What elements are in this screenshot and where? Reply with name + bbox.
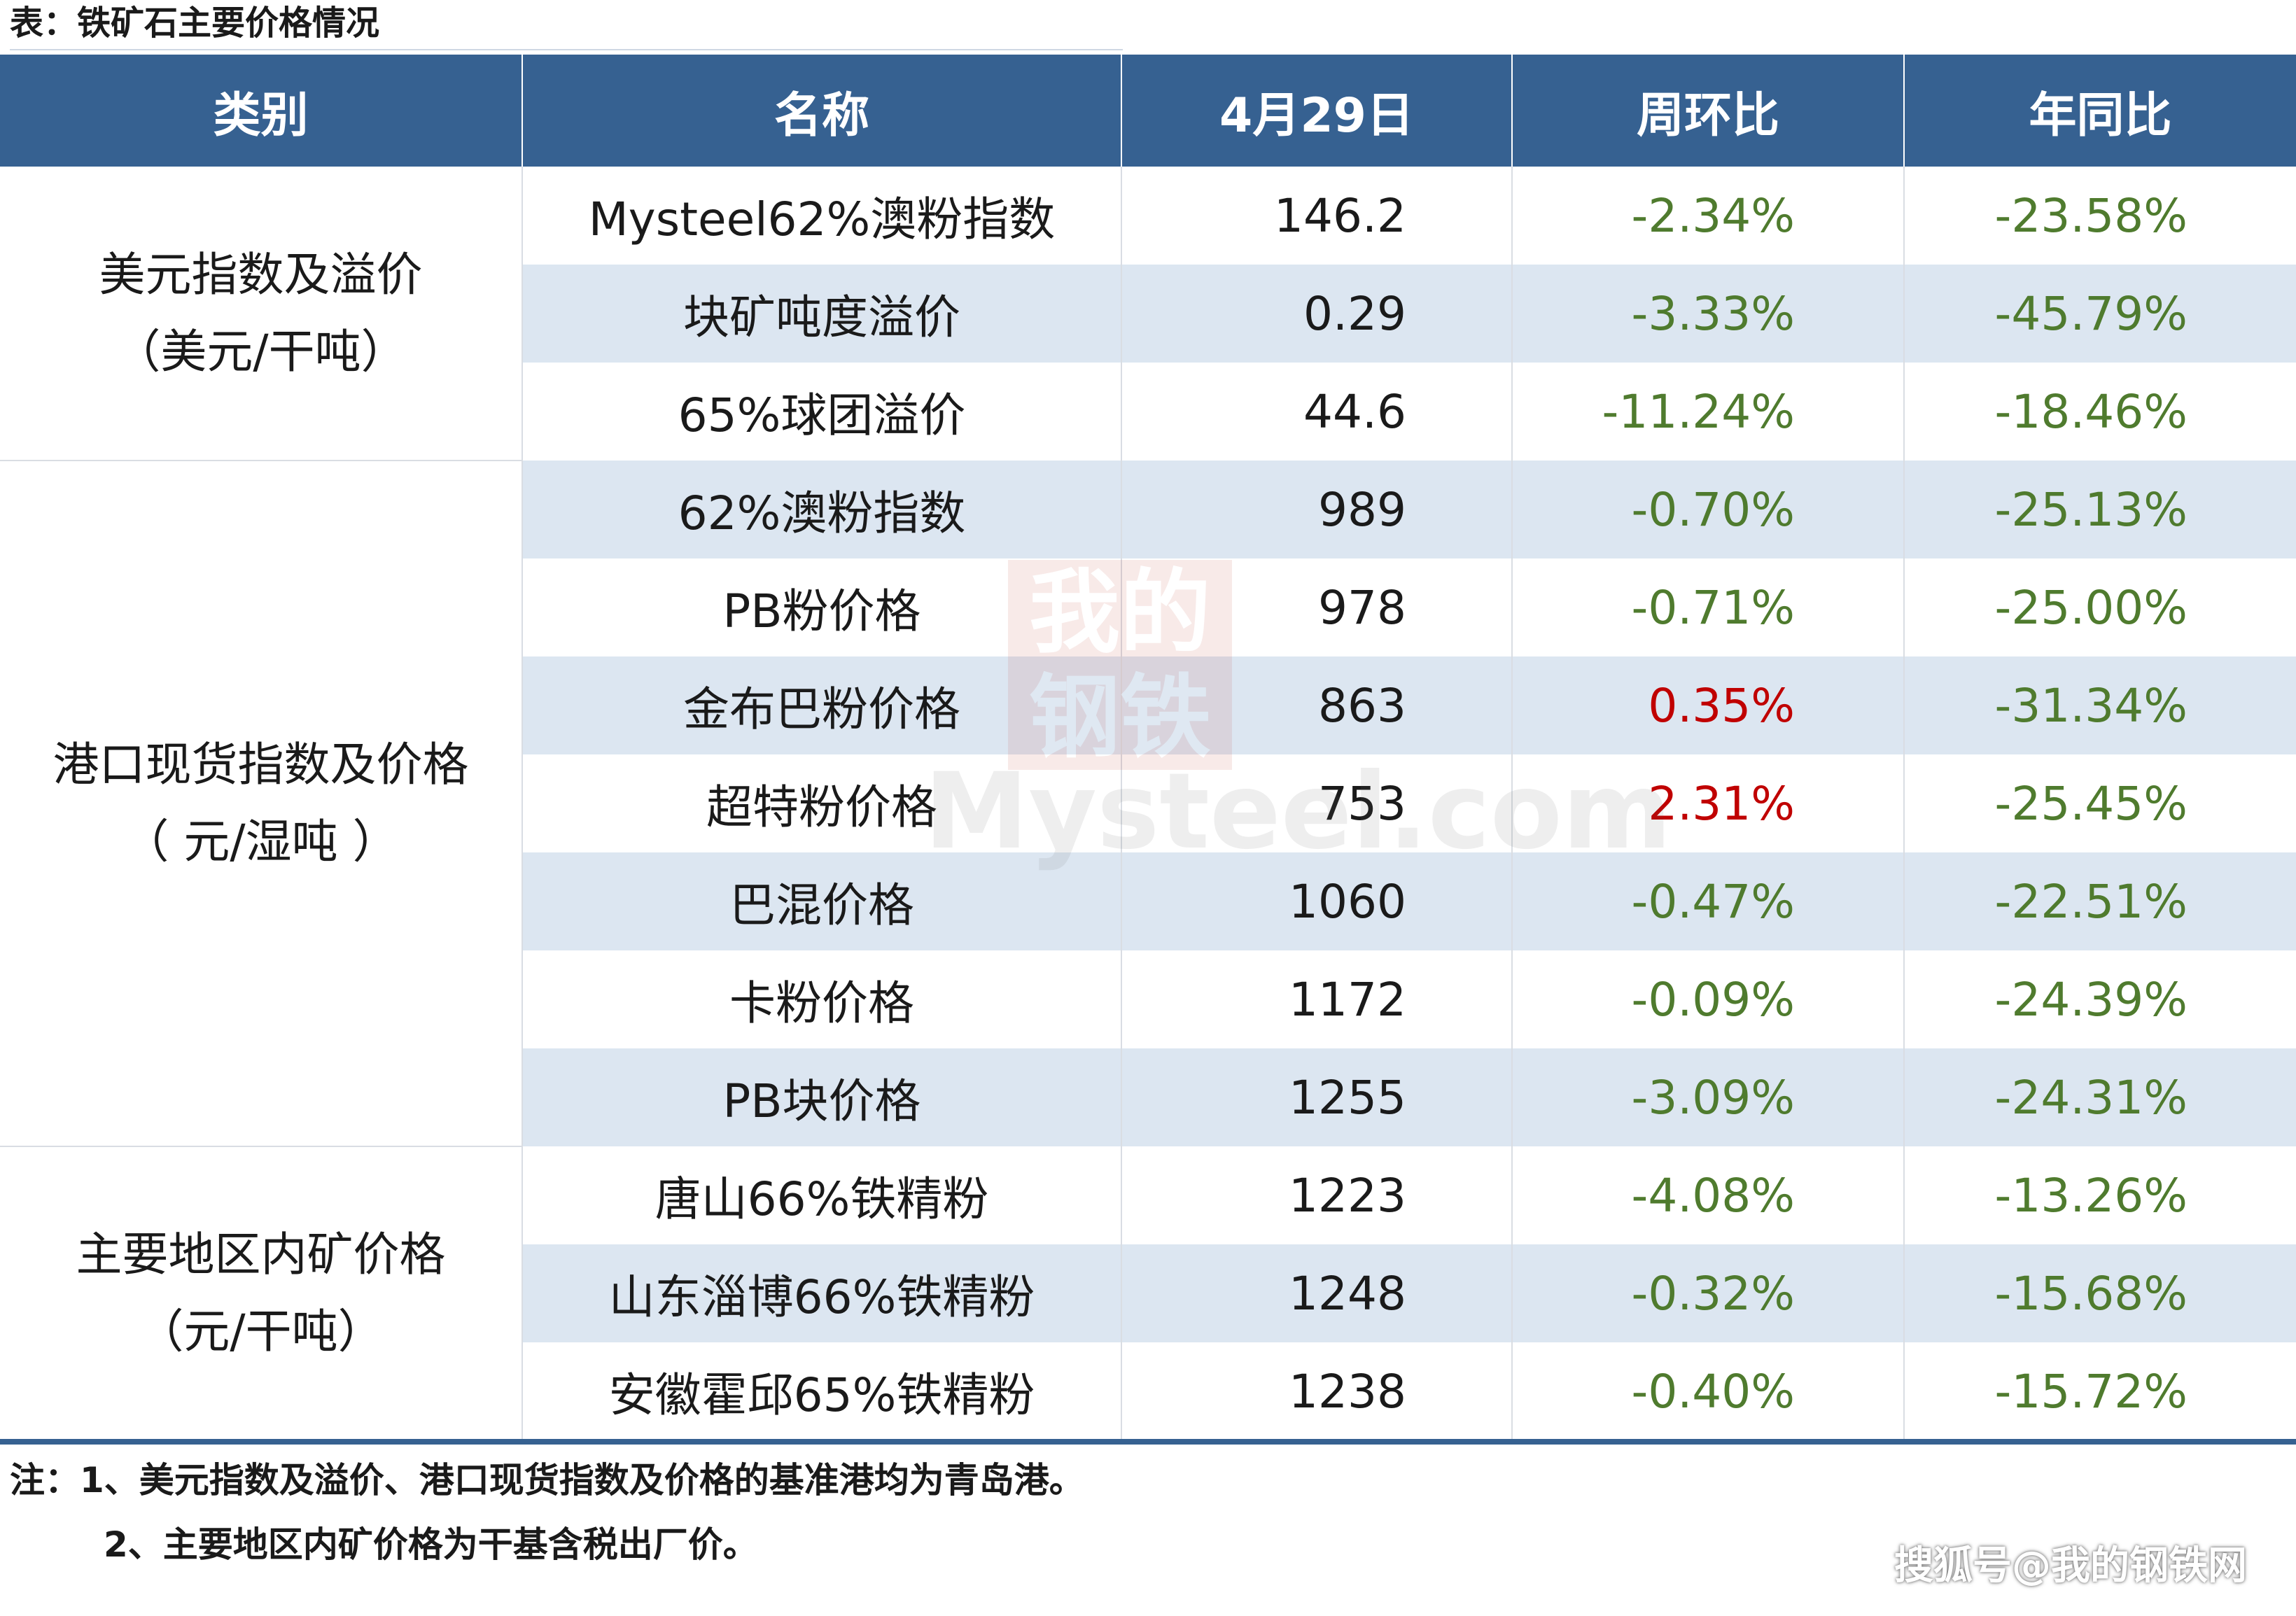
item-value: 1172 bbox=[1121, 950, 1513, 1048]
item-wow: -2.34% bbox=[1512, 167, 1905, 265]
item-name: 安徽霍邱65%铁精粉 bbox=[522, 1342, 1122, 1440]
item-yoy: -18.46% bbox=[1994, 384, 2188, 439]
item-wow: -0.32% bbox=[1512, 1244, 1905, 1342]
item-value: 146.2 bbox=[1121, 167, 1513, 265]
item-wow: 0.35% bbox=[1512, 656, 1905, 754]
category-unit: （ 元/湿吨 ） bbox=[122, 815, 399, 869]
item-yoy: -23.58% bbox=[1994, 188, 2188, 243]
item-value: 978 bbox=[1121, 558, 1513, 656]
item-value: 1255 bbox=[1121, 1048, 1513, 1146]
table-row: PB块价格 1255 -3.09% -24.31% bbox=[0, 1048, 2296, 1146]
item-wow: -0.70% bbox=[1512, 461, 1905, 558]
item-value: 44.6 bbox=[1121, 363, 1513, 461]
table-row: 主要地区内矿价格 （元/干吨） 唐山66%铁精粉 1223 -4.08% -13… bbox=[0, 1146, 2296, 1441]
item-wow: -0.71% bbox=[1512, 558, 1905, 656]
item-yoy: -31.34% bbox=[1904, 656, 2296, 754]
item-value: 989 bbox=[1121, 461, 1513, 558]
item-name: 超特粉价格 bbox=[522, 754, 1122, 852]
item-value: 0.29 bbox=[1121, 265, 1513, 363]
item-value: 1060 bbox=[1121, 852, 1513, 950]
table-row: 65%球团溢价 44.6 -11.24% -18.46% bbox=[0, 363, 2296, 461]
item-yoy: -25.45% bbox=[1994, 776, 2188, 831]
item-name: 金布巴粉价格 bbox=[522, 656, 1122, 754]
item-name: 唐山66%铁精粉 bbox=[522, 1146, 1122, 1244]
category-unit: （元/干吨） bbox=[137, 1305, 384, 1358]
item-yoy: -15.72% bbox=[1994, 1364, 2188, 1419]
item-wow: -0.40% bbox=[1512, 1342, 1905, 1440]
item-value: 863 bbox=[1121, 656, 1513, 754]
item-yoy: -25.00% bbox=[1994, 580, 2188, 635]
item-yoy: -24.31% bbox=[1904, 1048, 2296, 1146]
item-wow: -0.47% bbox=[1512, 852, 1905, 950]
item-yoy: -45.79% bbox=[1904, 265, 2296, 363]
item-wow: -11.24% bbox=[1512, 363, 1905, 461]
item-name: 65%球团溢价 bbox=[522, 363, 1122, 461]
category-unit: （美元/干吨） bbox=[114, 324, 407, 379]
item-wow: 2.31% bbox=[1512, 754, 1905, 852]
item-name: Mysteel62%澳粉指数 bbox=[522, 167, 1122, 265]
category-cell: 港口现货指数及价格 （ 元/湿吨 ） bbox=[0, 461, 523, 1147]
item-wow: -3.09% bbox=[1512, 1048, 1905, 1146]
category-label: 美元指数及溢价 bbox=[99, 247, 423, 302]
table-row: PB粉价格 978 -0.71% -25.00% bbox=[0, 558, 2296, 656]
table-caption: 表：铁矿石主要价格情况 bbox=[10, 0, 1123, 50]
item-value: 1223 bbox=[1121, 1146, 1513, 1244]
source-credit: 搜狐号@我的钢铁网 bbox=[1894, 1543, 2247, 1589]
item-name: PB块价格 bbox=[522, 1048, 1122, 1146]
item-name: 62%澳粉指数 bbox=[522, 461, 1122, 558]
item-name: 卡粉价格 bbox=[522, 950, 1122, 1048]
category-label: 主要地区内矿价格 bbox=[76, 1228, 446, 1281]
item-value: 1238 bbox=[1121, 1342, 1513, 1440]
table-bottom-rule bbox=[0, 1439, 2296, 1445]
item-wow: -4.08% bbox=[1512, 1146, 1905, 1244]
header-category: 类别 bbox=[0, 55, 523, 167]
item-name: 巴混价格 bbox=[522, 852, 1122, 950]
table-row: 港口现货指数及价格 （ 元/湿吨 ） 62%澳粉指数 989 -0.70% -2… bbox=[0, 461, 2296, 1147]
table-row: 巴混价格 1060 -0.47% -22.51% bbox=[0, 852, 2296, 950]
item-yoy: -22.51% bbox=[1904, 852, 2296, 950]
item-yoy: -15.68% bbox=[1904, 1244, 2296, 1342]
item-wow: -0.09% bbox=[1512, 950, 1905, 1048]
item-name: 山东淄博66%铁精粉 bbox=[522, 1244, 1122, 1342]
header-yoy: 年同比 bbox=[1904, 55, 2296, 167]
table-row: 块矿吨度溢价 0.29 -3.33% -45.79% bbox=[0, 265, 2296, 363]
item-name: PB粉价格 bbox=[522, 558, 1122, 656]
header-row: 类别 名称 4月29日 周环比 年同比 bbox=[0, 55, 2296, 167]
item-yoy: -25.13% bbox=[1904, 461, 2296, 558]
table-row: 超特粉价格 753 2.31% -25.45% bbox=[0, 754, 2296, 852]
item-name: 块矿吨度溢价 bbox=[522, 265, 1122, 363]
table-row: 安徽霍邱65%铁精粉 1238 -0.40% -15.72% bbox=[0, 1342, 2296, 1440]
category-cell: 美元指数及溢价 （美元/干吨） bbox=[0, 167, 523, 461]
header-wow: 周环比 bbox=[1512, 55, 1905, 167]
item-wow: -3.33% bbox=[1512, 265, 1905, 363]
category-cell: 主要地区内矿价格 （元/干吨） bbox=[0, 1146, 523, 1441]
table-row: 卡粉价格 1172 -0.09% -24.39% bbox=[0, 950, 2296, 1048]
category-label: 港口现货指数及价格 bbox=[52, 738, 469, 792]
item-yoy: -24.39% bbox=[1994, 972, 2188, 1027]
item-value: 1248 bbox=[1121, 1244, 1513, 1342]
item-value: 753 bbox=[1121, 754, 1513, 852]
footnote-1: 注：1、美元指数及溢价、港口现货指数及价格的基准港均为青岛港。 bbox=[10, 1460, 1084, 1501]
table-row: 美元指数及溢价 （美元/干吨） Mysteel62%澳粉指数 146.2 -2.… bbox=[0, 167, 2296, 461]
price-table: 类别 名称 4月29日 周环比 年同比 美元指数及溢价 （美元/干吨） Myst… bbox=[0, 55, 2296, 1441]
table-row: 山东淄博66%铁精粉 1248 -0.32% -15.68% bbox=[0, 1244, 2296, 1342]
header-name: 名称 bbox=[522, 55, 1122, 167]
header-date: 4月29日 bbox=[1121, 55, 1513, 167]
footnote-2: 2、主要地区内矿价格为干基含税出厂价。 bbox=[104, 1524, 758, 1565]
item-yoy: -13.26% bbox=[1994, 1168, 2188, 1223]
table-row: 金布巴粉价格 863 0.35% -31.34% bbox=[0, 656, 2296, 754]
